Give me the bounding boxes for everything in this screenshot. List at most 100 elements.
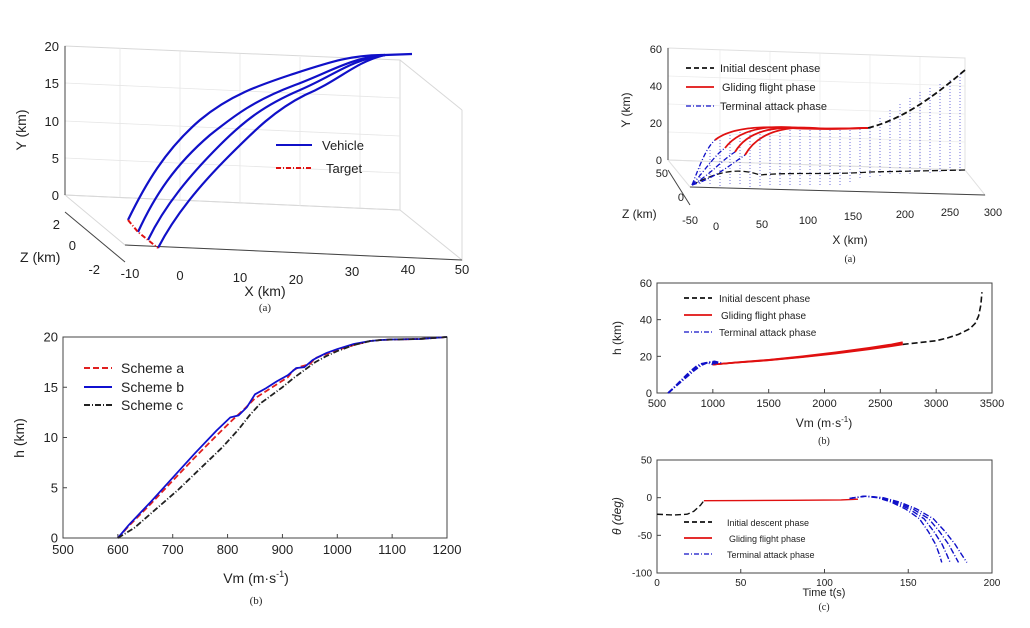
x-tick: -10 — [121, 266, 140, 281]
z-tick: 0 — [69, 238, 76, 253]
y-tick-label: 0 — [646, 493, 652, 504]
z-tick: 0 — [678, 192, 684, 204]
plot-frame — [656, 282, 993, 394]
x-tick-label: 500 — [52, 542, 74, 557]
legend-label-vehicle: Vehicle — [322, 138, 364, 153]
legend-label-scheme-c: Scheme c — [121, 397, 183, 413]
caption: (a) — [259, 302, 272, 314]
z-axis-label: Z (km) — [20, 249, 60, 265]
x-tick-label: 1000 — [701, 398, 725, 410]
series-line-initial-descent-phase — [656, 500, 705, 516]
x-tick-label: 2500 — [868, 398, 892, 410]
y-tick-label: 20 — [44, 330, 58, 345]
y-tick-label: 20 — [640, 351, 652, 363]
x-tick-label: 500 — [648, 398, 666, 410]
x-axis-label: X (km) — [244, 283, 285, 299]
legend-label-terminal-attack: Terminal attack phase — [720, 101, 827, 113]
legend-label-gliding-flight: Gliding flight phase — [722, 82, 816, 94]
x-tick: 20 — [289, 272, 303, 287]
series-line-gliding-flight-phase — [703, 498, 859, 502]
vehicle-trajectory — [137, 53, 386, 233]
y-tick-label: 15 — [44, 380, 58, 395]
plot-frame — [656, 459, 993, 574]
x-tick: 30 — [345, 264, 359, 279]
x-tick-label: 3500 — [980, 398, 1004, 410]
chart-left-a: Vehicle Target 0 5 10 15 20 Y (km) 2 0 -… — [13, 39, 469, 314]
y-tick: 0 — [52, 188, 59, 203]
chart-left-b: 500 600 700 800 900 1000 1100 1200 0 5 10 15 20 Sche… — [11, 330, 461, 607]
terminal-path — [691, 139, 716, 186]
legend-label-initial-descent: Initial descent phase — [719, 294, 811, 305]
series-line-initial-descent-phase — [902, 292, 983, 346]
initial-descent-path — [867, 69, 966, 129]
x-axis-label: Vm (m·s-1) — [223, 569, 289, 586]
terminal-paths — [691, 139, 746, 186]
y-axis-label: Y (km) — [619, 92, 633, 127]
legend-label-scheme-b: Scheme b — [121, 379, 184, 395]
y-tick-label: 0 — [51, 531, 58, 546]
x-tick: 200 — [896, 209, 914, 221]
z-axis-label: Z (km) — [622, 207, 657, 221]
target-trajectory — [127, 219, 159, 249]
legend-left-a: Vehicle Target — [276, 138, 364, 176]
y-tick: 20 — [650, 118, 662, 130]
x-label-main: Vm (m·s — [796, 416, 841, 430]
legend-label-gliding-flight: Gliding flight phase — [729, 534, 806, 544]
caption: (c) — [818, 602, 829, 613]
y-axis-label: h (km) — [11, 418, 27, 458]
vehicle-trajectory — [157, 53, 386, 249]
terminal-path — [691, 154, 746, 186]
y-tick-label: 60 — [640, 278, 652, 290]
z-tick: -2 — [88, 262, 100, 277]
legend-label-gliding-flight: Gliding flight phase — [721, 311, 806, 322]
series-line-terminal-attack-phase — [667, 361, 714, 394]
x-tick: 0 — [713, 221, 719, 233]
x-tick-label: 600 — [107, 542, 129, 557]
x-tick-label: 50 — [735, 578, 747, 589]
x-tick: 300 — [984, 207, 1002, 219]
z-tick: -50 — [682, 215, 698, 227]
series-line-gliding-flight-phase — [712, 341, 903, 366]
gliding-paths — [714, 126, 869, 156]
y-tick-label: 10 — [44, 430, 58, 445]
legend-label-scheme-a: Scheme a — [121, 360, 184, 376]
x-tick: 100 — [799, 215, 817, 227]
x-tick-label: 1200 — [433, 542, 462, 557]
x-tick: 150 — [844, 211, 862, 223]
x-tick: 10 — [233, 270, 247, 285]
x-tick-label: 3000 — [924, 398, 948, 410]
x-tick: 0 — [176, 268, 183, 283]
x-label-end: ) — [848, 416, 852, 430]
chart-right-c: 0 50 100 150 200 -100 -50 0 50 Initial descent p… — [610, 456, 1001, 613]
vehicle-trajectory — [127, 52, 413, 221]
x-axis-label: X (km) — [832, 233, 867, 247]
x-tick-label: 200 — [984, 578, 1001, 589]
series-line-terminal-attack-phase — [849, 495, 943, 563]
y-tick: 0 — [656, 155, 662, 167]
legend-label-terminal-attack: Terminal attack phase — [719, 328, 817, 339]
x-tick: 50 — [455, 262, 469, 277]
legend-right-b: Initial descent phase Gliding flight pha… — [684, 294, 817, 339]
x-axis-label: Time t(s) — [803, 587, 846, 599]
y-tick: 40 — [650, 81, 662, 93]
y-axis-label: Y (km) — [13, 110, 29, 151]
x-tick-label: 0 — [654, 578, 660, 589]
caption: (b) — [250, 595, 263, 607]
chart-right-a: Initial descent phase Gliding flight pha… — [619, 44, 1002, 265]
y-axis-label: h (km) — [610, 321, 624, 355]
caption: (a) — [844, 254, 855, 265]
legend-label-initial-descent: Initial descent phase — [727, 518, 809, 528]
series-line-terminal-attack-phase — [667, 360, 719, 394]
legend-label-target: Target — [326, 161, 363, 176]
series-line-terminal-attack-phase — [849, 495, 968, 563]
y-tick-label: 0 — [646, 388, 652, 400]
y-tick-label: -100 — [632, 569, 652, 580]
chart-right-b: 500 1000 1500 2000 2500 3000 3500 0 20 40 60 Initi… — [610, 278, 1004, 447]
y-tick-label: 5 — [51, 480, 58, 495]
y-tick: 15 — [45, 76, 59, 91]
x-tick: 250 — [941, 207, 959, 219]
x-tick-label: 100 — [816, 578, 833, 589]
x-tick-label: 150 — [900, 578, 917, 589]
x-axis-label: Vm (m·s-1) — [796, 415, 852, 430]
legend-right-c: Initial descent phase Gliding flight pha… — [684, 518, 815, 560]
